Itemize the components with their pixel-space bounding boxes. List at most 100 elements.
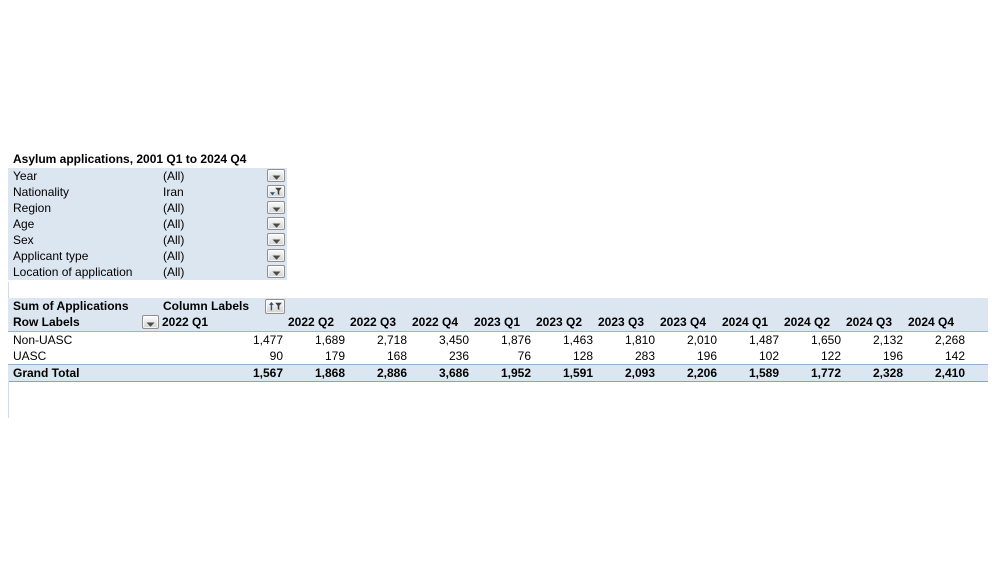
pivot-value-cell[interactable]: 102 [758,349,779,363]
filter-value[interactable]: (All) [163,265,185,279]
pivot-header-row-2: Row Labels 2022 Q1 2022 Q2 2022 Q3 2022 … [8,314,988,332]
pivot-column-header[interactable]: 2024 Q3 [846,315,893,329]
pivot-column-header[interactable]: 2023 Q2 [536,315,583,329]
pivot-row-label[interactable]: Non-UASC [13,333,73,347]
filter-row-applicant-type: Applicant type (All) [8,248,287,264]
dropdown-arrow-icon [272,264,281,279]
filter-dropdown-sex[interactable] [267,233,285,246]
pivot-value-cell[interactable]: 179 [324,349,345,363]
pivot-value-cell[interactable]: 2,718 [376,333,407,347]
column-labels-caption: Column Labels [163,299,250,313]
pivot-value-cell[interactable]: 2,132 [872,333,903,347]
sheet-gridline [8,282,9,298]
filter-label[interactable]: Age [13,217,35,231]
sheet-gridline [8,381,9,418]
column-labels-cell[interactable]: Column Labels [160,298,287,314]
filter-row-age: Age (All) [8,216,287,232]
dropdown-arrow-icon [272,168,281,183]
pivot-data-row-non-uasc: Non-UASC 1,477 1,689 2,718 3,450 1,876 1… [8,332,988,348]
pivot-value-cell[interactable]: 1,689 [314,333,345,347]
pivot-value-cell[interactable]: 1,876 [500,333,531,347]
pivot-value-cell[interactable]: 196 [696,349,717,363]
filter-label[interactable]: Sex [13,233,34,247]
filter-label[interactable]: Location of application [13,265,133,279]
dropdown-arrow-icon [272,216,281,231]
column-labels-sort-filter-button[interactable] [265,299,285,314]
filter-dropdown-location[interactable] [267,265,285,278]
pivot-value-cell[interactable]: 236 [448,349,469,363]
pivot-value-cell[interactable]: 2,268 [934,333,965,347]
pivot-value-cell[interactable]: 128 [572,349,593,363]
pivot-value-cell[interactable]: 76 [517,349,531,363]
pivot-value-cell[interactable]: 142 [944,349,965,363]
row-labels-dropdown[interactable] [142,315,159,329]
grand-total-value[interactable]: 1,589 [748,366,779,380]
pivot-data-row-uasc: UASC 90 179 168 236 76 128 283 196 102 1… [8,348,988,364]
filter-value[interactable]: (All) [163,233,185,247]
grand-total-value[interactable]: 1,772 [810,366,841,380]
grand-total-value[interactable]: 2,206 [686,366,717,380]
filter-label[interactable]: Applicant type [13,249,89,263]
row-labels-caption: Row Labels [13,315,80,329]
pivot-value-cell[interactable]: 2,010 [686,333,717,347]
pivot-value-cell[interactable]: 168 [386,349,407,363]
grand-total-value[interactable]: 2,093 [624,366,655,380]
pivot-value-cell[interactable]: 196 [882,349,903,363]
filter-dropdown-age[interactable] [267,217,285,230]
pivot-value-cell[interactable]: 3,450 [438,333,469,347]
filter-value[interactable]: (All) [163,249,185,263]
filter-row-sex: Sex (All) [8,232,287,248]
pivot-column-header[interactable]: 2024 Q2 [784,315,831,329]
filter-value[interactable]: (All) [163,169,185,183]
pivot-measure-label[interactable]: Sum of Applications [13,299,129,313]
pivot-value-cell[interactable]: 1,477 [252,333,283,347]
filter-value[interactable]: Iran [163,185,184,199]
filter-value[interactable]: (All) [163,217,185,231]
dropdown-arrow-icon [272,200,281,215]
pivot-column-header[interactable]: 2022 Q2 [288,315,335,329]
grand-total-value[interactable]: 1,591 [562,366,593,380]
pivot-value-cell[interactable]: 122 [820,349,841,363]
pivot-column-header[interactable]: 2022 Q3 [350,315,397,329]
filter-value[interactable]: (All) [163,201,185,215]
pivot-row-label[interactable]: UASC [13,349,47,363]
filter-row-nationality: Nationality Iran [8,184,287,200]
grand-total-value[interactable]: 3,686 [438,366,469,380]
row-labels-cell[interactable]: Row Labels [8,314,160,331]
grand-total-value[interactable]: 1,567 [252,366,283,380]
grand-total-value[interactable]: 2,886 [376,366,407,380]
pivot-value-cell[interactable]: 1,463 [562,333,593,347]
pivot-column-header[interactable]: 2022 Q1 [162,315,209,329]
filter-funnel-icon [270,184,282,199]
filter-dropdown-year[interactable] [267,169,285,182]
pivot-value-cell[interactable]: 283 [634,349,655,363]
filter-label[interactable]: Region [13,201,52,215]
pivot-value-cell[interactable]: 1,650 [810,333,841,347]
pivot-column-header[interactable]: 2022 Q4 [412,315,459,329]
filter-label[interactable]: Nationality [13,185,70,199]
sort-filter-icon [268,299,282,314]
pivot-column-header[interactable]: 2023 Q1 [474,315,521,329]
grand-total-value[interactable]: 1,868 [314,366,345,380]
pivot-column-header[interactable]: 2024 Q4 [908,315,955,329]
filter-row-year: Year (All) [8,168,287,184]
filter-dropdown-applicant-type[interactable] [267,249,285,262]
filter-row-region: Region (All) [8,200,287,216]
pivot-value-cell[interactable]: 1,487 [748,333,779,347]
filter-label[interactable]: Year [13,169,38,183]
grand-total-value[interactable]: 1,952 [500,366,531,380]
grand-total-value[interactable]: 2,410 [934,366,965,380]
grand-total-value[interactable]: 2,328 [872,366,903,380]
pivot-column-header[interactable]: 2024 Q1 [722,315,769,329]
pivot-header-row-1: Sum of Applications Column Labels [8,298,988,314]
dropdown-arrow-icon [272,248,281,263]
pivot-value-cell[interactable]: 1,810 [624,333,655,347]
filter-dropdown-region[interactable] [267,201,285,214]
filter-dropdown-nationality[interactable] [267,185,285,198]
pivot-column-header[interactable]: 2023 Q4 [660,315,707,329]
report-title: Asylum applications, 2001 Q1 to 2024 Q4 [13,152,247,166]
pivot-column-header[interactable]: 2023 Q3 [598,315,645,329]
grand-total-label[interactable]: Grand Total [13,366,80,380]
pivot-value-cell[interactable]: 90 [269,349,283,363]
pivot-table: Sum of Applications Column Labels Row La… [8,298,988,382]
